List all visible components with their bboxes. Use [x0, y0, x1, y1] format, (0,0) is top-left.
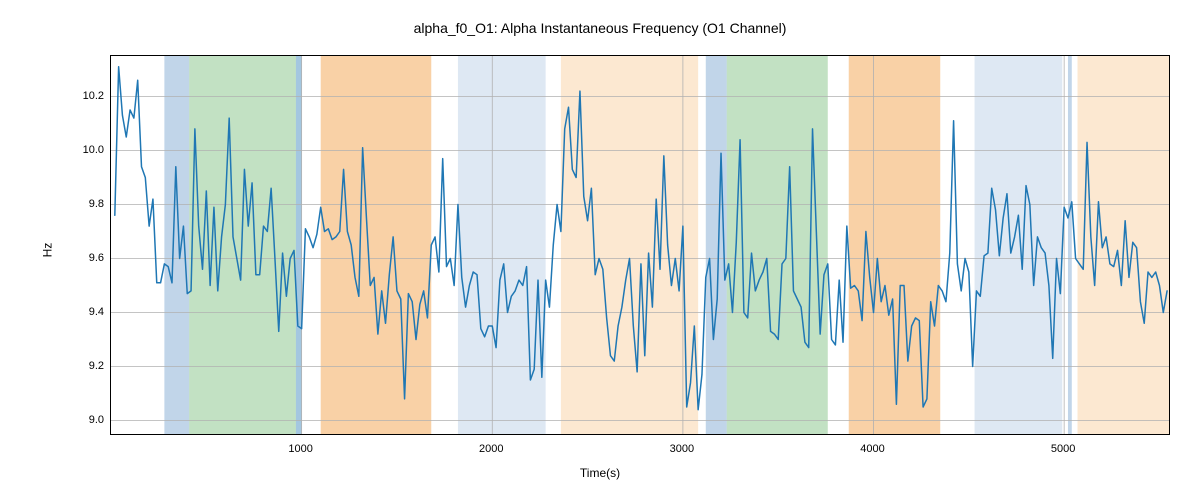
background-region: [458, 56, 546, 434]
y-tick-label: 9.0: [72, 414, 104, 426]
background-region: [1068, 56, 1072, 434]
background-region: [321, 56, 432, 434]
y-tick-label: 10.0: [72, 144, 104, 156]
plot-area: [110, 55, 1170, 435]
x-axis-label: Time(s): [0, 466, 1200, 480]
y-tick-label: 10.2: [72, 90, 104, 102]
background-region: [164, 56, 189, 434]
x-tick-label: 1000: [288, 443, 312, 455]
plot-svg: [111, 56, 1169, 434]
x-tick-label: 4000: [860, 443, 884, 455]
chart-title: alpha_f0_O1: Alpha Instantaneous Frequen…: [0, 20, 1200, 36]
x-tick-label: 3000: [670, 443, 694, 455]
x-tick-label: 2000: [479, 443, 503, 455]
background-region: [849, 56, 941, 434]
x-tick-label: 5000: [1051, 443, 1075, 455]
background-region: [296, 56, 302, 434]
y-tick-label: 9.6: [72, 252, 104, 264]
figure: alpha_f0_O1: Alpha Instantaneous Frequen…: [0, 0, 1200, 500]
y-axis-label: Hz: [40, 243, 54, 258]
y-tick-label: 9.4: [72, 306, 104, 318]
y-tick-label: 9.8: [72, 198, 104, 210]
y-tick-label: 9.2: [72, 360, 104, 372]
